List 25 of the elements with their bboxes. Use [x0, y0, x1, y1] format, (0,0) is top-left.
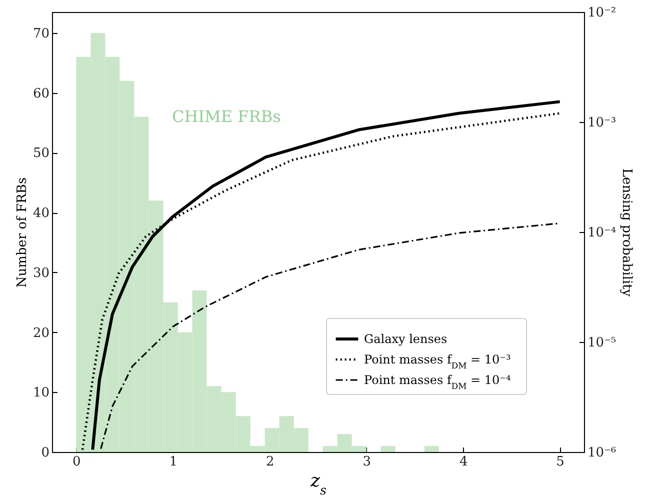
- y2-tick-label: 10⁻³: [588, 116, 616, 130]
- y-tick-label: 10: [32, 386, 50, 401]
- y-tick-label: 60: [32, 86, 50, 102]
- legend-label: Galaxy lenses: [364, 332, 448, 346]
- y-tick-label: 20: [32, 326, 50, 341]
- x-tick-label: 5: [556, 454, 564, 470]
- y2-axis-title: Lensing probability: [619, 168, 634, 298]
- annotation: CHIME FRBs: [172, 107, 281, 126]
- x-tick-label: 2: [266, 454, 274, 470]
- x-tick-label: 4: [459, 454, 468, 470]
- x-tick-label: 3: [362, 454, 372, 470]
- x-axis-title: z$_{s}$: [310, 470, 328, 497]
- y-tick-label: 70: [32, 26, 50, 42]
- y-tick-label: 50: [32, 146, 50, 162]
- x-tick-label: 1: [169, 454, 178, 470]
- y-tick-label: 40: [32, 206, 50, 222]
- y-axis-title: Number of FRBs: [14, 177, 30, 288]
- x-tick-label: 0: [72, 454, 81, 470]
- legend-label: Point masses f$_{DM}$ = 10⁻⁴: [364, 373, 511, 391]
- y2-tick-label: 10⁻⁴: [588, 226, 616, 240]
- y-tick-label: 30: [32, 266, 50, 281]
- y2-tick-label: 10⁻²: [588, 6, 616, 20]
- y2-tick-label: 10⁻⁶: [588, 446, 616, 460]
- legend-label: Point masses f$_{DM}$ = 10⁻³: [364, 352, 511, 370]
- y2-tick-label: 10⁻⁵: [588, 336, 616, 350]
